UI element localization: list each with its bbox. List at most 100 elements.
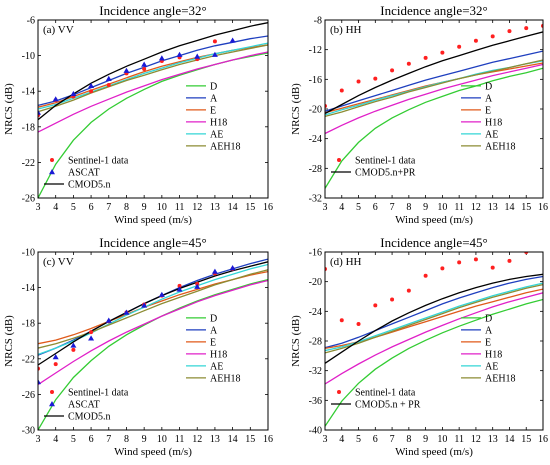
series-line-aeh18: [38, 269, 268, 349]
data-point-sentinel-1-data: [390, 297, 395, 302]
x-tick-label: 4: [339, 202, 344, 213]
x-tick-label: 14: [228, 434, 238, 445]
data-point-ascat: [123, 309, 130, 315]
x-tick-label: 3: [323, 202, 328, 213]
y-axis-label: NRCS (dB): [3, 315, 15, 367]
data-point-sentinel-1-data: [457, 44, 462, 49]
legend-label: E: [485, 337, 491, 348]
x-tick-label: 9: [423, 434, 428, 445]
data-point-sentinel-1-data: [440, 266, 445, 271]
data-point-ascat: [194, 283, 201, 289]
legend-label: Sentinel-1 data: [355, 156, 416, 167]
y-tick-label: -16: [309, 248, 322, 259]
data-point-ascat: [158, 291, 165, 297]
y-tick-label: -32: [309, 194, 322, 205]
x-tick-label: 7: [106, 434, 111, 445]
data-point-ascat: [52, 96, 59, 102]
data-point-sentinel-1-data: [89, 89, 94, 94]
legend-label: H18: [485, 349, 502, 360]
x-axis-label: Wind speed (m/s): [395, 446, 473, 458]
x-tick-label: 7: [390, 202, 395, 213]
legend-label: D: [485, 81, 492, 92]
data-point-sentinel-1-data: [339, 318, 344, 323]
legend-label: AEH18: [485, 141, 516, 152]
data-point-ascat: [88, 335, 95, 341]
data-point-sentinel-1-data: [390, 68, 395, 73]
y-tick-label: -16: [309, 75, 322, 86]
x-tick-label: 8: [124, 202, 129, 213]
x-tick-label: 8: [406, 202, 411, 213]
x-axis-label: Wind speed (m/s): [114, 446, 192, 458]
chart-title: Incidence angle=32°: [99, 3, 206, 18]
x-tick-label: 5: [356, 202, 361, 213]
legend-marker: [49, 169, 55, 175]
data-point-ascat: [176, 51, 183, 57]
data-point-sentinel-1-data: [440, 50, 445, 55]
data-point-ascat: [70, 342, 77, 348]
y-tick-label: -6: [27, 16, 35, 27]
data-point-sentinel-1-data: [212, 39, 217, 44]
x-tick-label: 13: [210, 434, 220, 445]
x-tick-label: 6: [373, 202, 378, 213]
legend-label: AE: [485, 361, 498, 372]
y-tick-label: -14: [22, 87, 35, 98]
legend-label: A: [485, 325, 493, 336]
data-point-ascat: [211, 268, 218, 274]
data-point-sentinel-1-data: [71, 347, 76, 352]
series-line-h18: [38, 51, 268, 133]
data-point-ascat: [70, 90, 77, 97]
y-tick-label: -14: [22, 283, 35, 294]
x-tick-label: 10: [437, 202, 447, 213]
legend-label: CMOD5.n: [68, 180, 111, 191]
y-tick-label: -20: [309, 277, 322, 288]
y-tick-label: -10: [22, 248, 35, 259]
y-tick-label: -28: [309, 164, 322, 175]
series-line-a: [325, 275, 543, 349]
chart-title: Incidence angle=32°: [380, 3, 487, 18]
legend-label: ASCAT: [68, 400, 100, 411]
x-tick-label: 11: [175, 434, 185, 445]
data-point-sentinel-1-data: [142, 66, 147, 71]
legend-label: E: [210, 337, 216, 348]
panel-label: (c) VV: [43, 256, 74, 268]
data-point-sentinel-1-data: [106, 82, 111, 87]
series-line-aeh18: [325, 283, 543, 354]
x-tick-label: 12: [192, 202, 202, 213]
x-tick-label: 8: [406, 434, 411, 445]
plot-frame: [324, 19, 544, 199]
series-line-cmod5-n-pr: [325, 273, 543, 364]
x-tick-label: 9: [423, 202, 428, 213]
series-line-cmod5-n-pr: [325, 31, 543, 115]
x-tick-label: 3: [36, 202, 41, 213]
y-tick-label: -22: [22, 354, 35, 365]
plot-frame: [37, 19, 269, 199]
data-point-ascat: [141, 302, 148, 308]
legend-label: H18: [485, 117, 502, 128]
data-point-sentinel-1-data: [507, 258, 512, 263]
x-tick-label: 14: [504, 202, 514, 213]
legend-marker: [337, 390, 341, 394]
x-tick-label: 9: [142, 202, 147, 213]
legend-label: A: [485, 93, 493, 104]
y-tick-label: -28: [309, 337, 322, 348]
x-tick-label: 4: [53, 434, 58, 445]
y-tick-label: -8: [314, 16, 322, 27]
y-tick-label: -20: [309, 105, 322, 116]
x-tick-label: 15: [521, 202, 531, 213]
panel-label: (d) HH: [330, 256, 362, 268]
data-point-sentinel-1-data: [457, 260, 462, 265]
legend-label: Sentinel-1 data: [355, 388, 416, 399]
x-tick-label: 8: [124, 434, 129, 445]
data-point-sentinel-1-data: [339, 88, 344, 93]
x-tick-label: 12: [471, 202, 481, 213]
legend-label: ASCAT: [68, 168, 100, 179]
y-tick-label: -32: [309, 366, 322, 377]
data-point-ascat: [38, 109, 41, 115]
data-point-ascat: [158, 55, 165, 61]
panel-2: Incidence angle=32°3 4 5 6 7 8 9 10 11 12 13 14 15 16…: [290, 3, 548, 226]
legend-label: CMOD5.n: [68, 412, 111, 423]
y-tick-label: -26: [22, 194, 35, 205]
data-point-ascat: [105, 317, 112, 323]
chart-title: Incidence angle=45°: [99, 235, 206, 250]
